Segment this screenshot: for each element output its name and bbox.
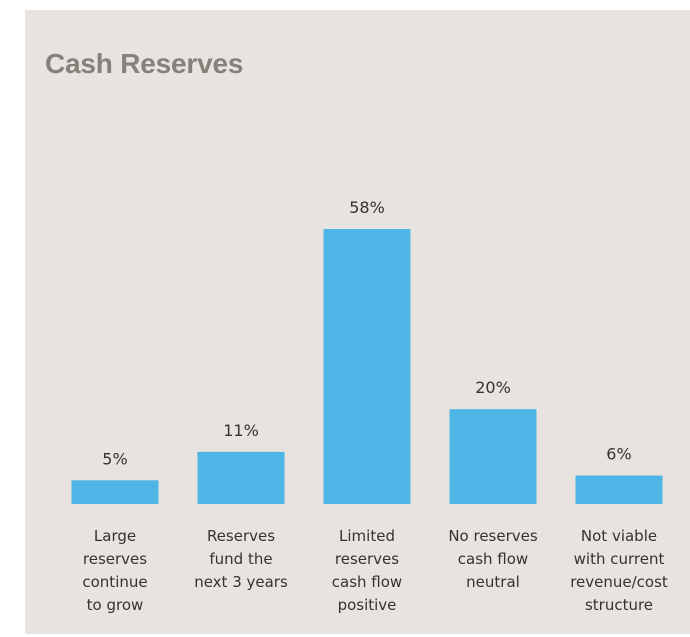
value-label-5: 6% — [606, 445, 631, 464]
category-label-line: cash flow — [458, 550, 528, 568]
category-label-line: cash flow — [332, 573, 402, 591]
bar-chart: 5% 11% 58% 20% 6% Large reserves continue to gr… — [71, 198, 668, 614]
bar-1 — [71, 480, 159, 504]
bar-4 — [449, 409, 537, 504]
category-label-line: next 3 years — [194, 573, 288, 591]
category-label-1: Large reserves continue to grow — [82, 527, 147, 614]
value-label-4: 20% — [475, 378, 511, 397]
bar-3 — [323, 229, 411, 504]
category-label-4: No reserves cash flow neutral — [448, 527, 538, 591]
category-label-line: Reserves — [207, 527, 275, 545]
value-label-2: 11% — [223, 421, 259, 440]
category-label-line: reserves — [335, 550, 399, 568]
value-label-1: 5% — [102, 449, 127, 468]
bars-layer — [71, 229, 663, 504]
category-label-line: reserves — [83, 550, 147, 568]
chart-title: Cash Reserves — [45, 48, 244, 79]
category-label-line: continue — [82, 573, 147, 591]
category-label-line: Large — [94, 527, 136, 545]
category-label-line: to grow — [87, 596, 144, 614]
category-label-line: No reserves — [448, 527, 538, 545]
bar-5 — [575, 475, 663, 504]
category-label-line: Not viable — [581, 527, 657, 545]
value-label-3: 58% — [349, 198, 385, 217]
category-label-line: fund the — [209, 550, 272, 568]
category-label-line: Limited — [339, 527, 395, 545]
category-label-line: neutral — [466, 573, 520, 591]
category-label-3: Limited reserves cash flow positive — [332, 527, 402, 614]
value-labels-layer: 5% 11% 58% 20% 6% — [102, 198, 631, 468]
category-labels-layer: Large reserves continue to grow Reserves fund… — [82, 527, 668, 614]
category-label-line: positive — [338, 596, 397, 614]
category-label-2: Reserves fund the next 3 years — [194, 527, 288, 591]
bar-2 — [197, 451, 285, 504]
category-label-line: structure — [585, 596, 653, 614]
chart-card: Cash Reserves 5% 11% 58% 20% 6% Large reserve… — [25, 10, 690, 634]
category-label-line: revenue/cost — [570, 573, 668, 591]
category-label-line: with current — [574, 550, 665, 568]
category-label-5: Not viable with current revenue/cost struct… — [570, 527, 668, 614]
